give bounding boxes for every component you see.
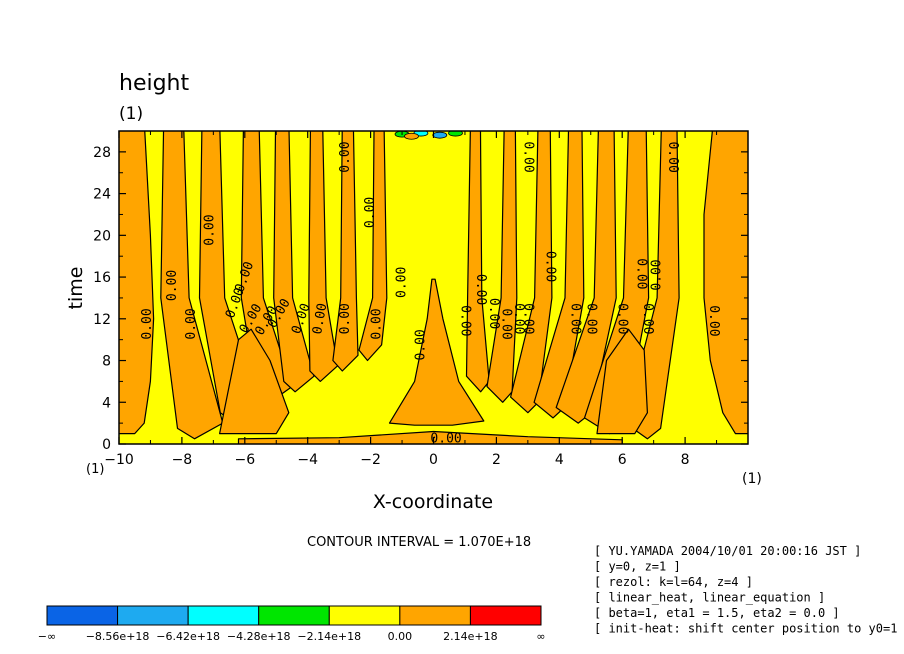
colorbar-swatch	[46, 605, 119, 626]
info-line: [ init-heat: shift center position to y0…	[594, 622, 904, 636]
colorbar-swatch	[469, 605, 542, 626]
contour-label: 0.00	[649, 259, 664, 290]
band-right-0	[465, 131, 490, 393]
colorbar-label: −∞	[38, 630, 56, 643]
y-tick-label: 28	[93, 145, 111, 161]
band-ground	[237, 430, 623, 444]
band-lower-right	[596, 328, 648, 435]
y-axis-label: time	[65, 267, 87, 310]
contour-label: 0.00	[338, 303, 353, 334]
y-axis-unit: (1)	[86, 462, 104, 477]
contour-label: 0.00	[458, 305, 473, 336]
band-lower-left	[219, 328, 290, 435]
contour-label: 0.00	[363, 197, 378, 228]
contour-label: 0.00	[634, 258, 649, 289]
contour-label: 0.00	[430, 431, 461, 446]
band-center	[388, 278, 485, 426]
band-left-0	[160, 131, 224, 440]
info-line: [ beta=1, eta1 = 1.5, eta2 = 0.0 ]	[594, 606, 840, 620]
y-tick-label: 20	[93, 228, 111, 244]
contour-label: 0.00	[310, 302, 330, 335]
x-tick-label: −6	[234, 452, 255, 468]
x-tick-label: 8	[681, 452, 690, 468]
contour-label: 0.00	[520, 303, 535, 334]
contour-label: 0.00	[640, 303, 655, 334]
y-tick-label: 0	[102, 437, 111, 453]
y-tick-label: 24	[93, 187, 111, 203]
colorbar: −∞ −8.56e+18 −6.42e+18 −4.28e+18 −2.14e+18 0.…	[38, 605, 546, 643]
colorbar-swatch	[258, 605, 330, 626]
contour-label: 0.00	[203, 214, 218, 245]
colorbar-swatch	[187, 605, 260, 626]
contour-label: 0.00	[542, 251, 557, 282]
contour-label: 0.00	[486, 298, 501, 329]
info-line: [ YU.YAMADA 2004/10/01 20:00:16 JST ]	[594, 544, 861, 558]
run-info: [ YU.YAMADA 2004/10/01 20:00:16 JST ] [ y…	[594, 544, 904, 636]
contour-label: 0.00	[498, 308, 513, 339]
x-axis-unit: (1)	[742, 471, 762, 487]
contour-label: 0.00	[568, 303, 583, 334]
contour-label: 0.00	[369, 308, 384, 339]
noise-blob-4	[404, 132, 419, 140]
x-axis: −10 −8 −6 −4 −2 0 2 4 6 8	[104, 131, 718, 468]
y-tick-label: 4	[102, 395, 111, 411]
contour-label: 0.00	[615, 303, 630, 334]
contour-label: 0.00	[665, 141, 680, 172]
x-tick-label: 4	[555, 452, 564, 468]
band-right-edge	[703, 131, 748, 435]
contour-label: 0.00	[165, 270, 180, 301]
colorbar-swatch	[399, 605, 471, 626]
x-tick-label: −4	[297, 452, 318, 468]
colorbar-label: −6.42e+18	[156, 630, 220, 643]
contour-interval-text: CONTOUR INTERVAL = 1.070E+18	[307, 535, 531, 550]
colorbar-label: 2.14e+18	[443, 630, 497, 643]
colorbar-swatch	[117, 605, 189, 626]
info-line: [ y=0, z=1 ]	[594, 560, 681, 574]
chart-title: height	[119, 71, 189, 96]
contour-label: 0.00	[706, 305, 721, 336]
contour-bands	[119, 131, 748, 444]
noise-blob-2	[432, 131, 448, 139]
contour-label: 0.00	[413, 329, 428, 360]
contour-label: 0.00	[184, 308, 199, 339]
colorbar-label: −4.28e+18	[227, 630, 291, 643]
colorbar-swatch	[328, 605, 401, 626]
x-tick-label: −2	[360, 452, 381, 468]
x-axis-label: X-coordinate	[373, 491, 493, 513]
colorbar-label: −8.56e+18	[86, 630, 150, 643]
contour-label: 0.00	[511, 303, 526, 334]
contour-label: 0.00	[520, 141, 535, 172]
x-tick-label: 6	[618, 452, 627, 468]
contour-label: 0.00	[395, 267, 410, 298]
x-tick-label: −8	[172, 452, 193, 468]
chart-title-unit: (1)	[119, 104, 143, 124]
y-tick-label: 12	[93, 312, 111, 328]
y-tick-label: 16	[93, 270, 111, 286]
info-line: [ linear_heat, linear_equation ]	[594, 591, 825, 605]
x-tick-label: −10	[104, 452, 134, 468]
contour-label: 0.00	[473, 274, 488, 305]
contour-noise	[394, 131, 463, 140]
contour-label: 0.00	[140, 308, 155, 339]
band-left-6	[358, 131, 388, 362]
band-left-5	[332, 131, 359, 372]
band-left-edge	[119, 131, 155, 435]
colorbar-label: ∞	[536, 630, 545, 643]
y-tick-label: 8	[102, 354, 111, 370]
colorbar-label: 0.00	[388, 630, 413, 643]
x-tick-label: 0	[429, 452, 438, 468]
contour-label: 0.00	[583, 303, 598, 334]
y-axis: 0 4 8 12 16 20 24 28	[93, 145, 748, 453]
noise-blob-3	[448, 131, 463, 137]
colorbar-label: −2.14e+18	[297, 630, 361, 643]
info-line: [ rezol: k=l=64, z=4 ]	[594, 575, 753, 589]
band-right-1	[486, 131, 518, 403]
contour-label: 0.00	[338, 141, 353, 172]
x-tick-label: 2	[492, 452, 501, 468]
plot-area	[119, 131, 748, 444]
